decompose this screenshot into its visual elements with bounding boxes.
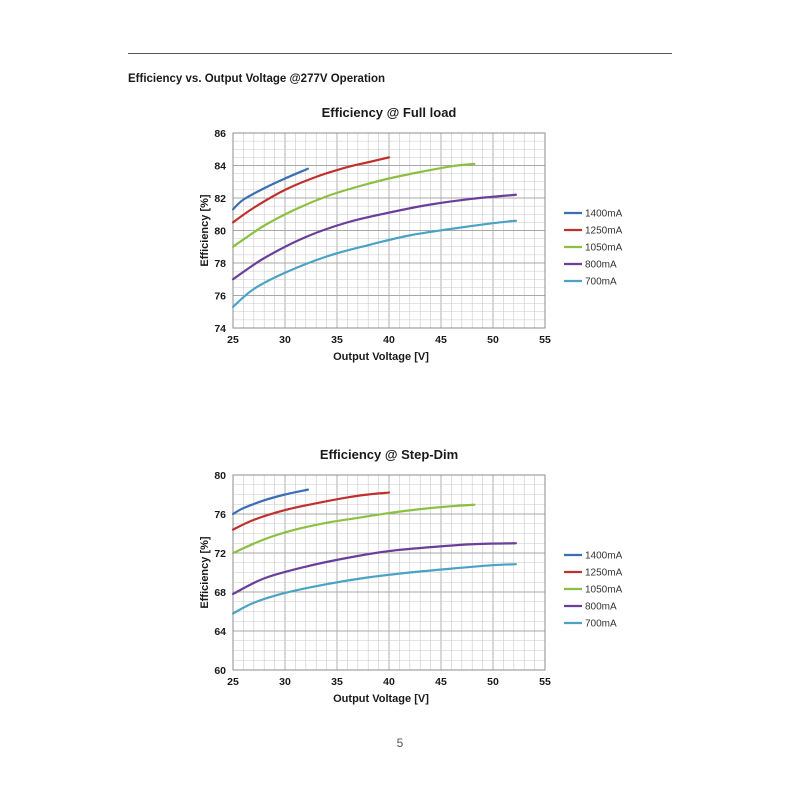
x-tick-label: 55: [539, 676, 551, 688]
y-tick-label: 78: [214, 258, 226, 270]
series-lines: [231, 156, 517, 308]
y-tick-label: 76: [214, 291, 226, 303]
y-tick-label: 80: [214, 226, 226, 238]
legend-label-700mA: 700mA: [585, 619, 617, 630]
series-line-800mA: [231, 542, 517, 596]
y-tick-label: 76: [214, 509, 226, 521]
chart-step-dim-svg: Efficiency @ Step-Dim 25 30 35 40 45 50 55 60 64 6…: [199, 447, 623, 705]
legend-label-1050mA: 1050mA: [585, 585, 623, 596]
x-axis-label: Output Voltage [V]: [333, 693, 429, 705]
y-tick-label: 86: [214, 128, 226, 140]
y-tick-label: 84: [214, 161, 226, 173]
legend-label-1250mA: 1250mA: [585, 568, 623, 579]
x-tick-label: 35: [331, 676, 343, 688]
section-title: Efficiency vs. Output Voltage @277V Oper…: [128, 73, 386, 85]
y-tick-label: 68: [214, 587, 226, 599]
y-tick-label: 82: [214, 193, 226, 205]
y-tick-label: 74: [214, 323, 226, 335]
x-tick-label: 55: [539, 334, 551, 346]
x-axis-label: Output Voltage [V]: [333, 351, 429, 363]
y-tick-label: 80: [214, 470, 226, 482]
x-tick-label: 50: [487, 334, 499, 346]
legend-label-1250mA: 1250mA: [585, 226, 623, 237]
legend-label-800mA: 800mA: [585, 260, 617, 271]
y-tick-label: 72: [214, 548, 226, 560]
x-tick-label: 40: [383, 676, 395, 688]
legend: 1400mA 1250mA 1050mA 800mA 700mA: [564, 551, 623, 630]
x-tick-label: 45: [435, 676, 447, 688]
x-tick-label: 30: [279, 334, 291, 346]
y-tick-label: 60: [214, 665, 226, 677]
x-tick-label: 40: [383, 334, 395, 346]
series-line-700mA: [231, 219, 517, 308]
series-line-1250mA: [231, 491, 391, 531]
x-tick-label: 25: [227, 334, 239, 346]
series-line-1050mA: [231, 162, 476, 248]
legend-label-700mA: 700mA: [585, 277, 617, 288]
y-axis-label: Efficiency [%]: [199, 194, 211, 266]
chart-full-load: Efficiency @ Full load 25 30 35 40 45 50 55 74 76…: [0, 100, 800, 390]
x-tick-label: 45: [435, 334, 447, 346]
x-tick-label: 30: [279, 676, 291, 688]
series-line-1400mA: [231, 167, 309, 211]
y-tick-label: 64: [214, 626, 226, 638]
chart-title: Efficiency @ Full load: [322, 105, 457, 120]
plot-frame: [232, 132, 546, 329]
series-line-1250mA: [231, 156, 391, 224]
plot-frame: [232, 474, 546, 671]
legend-label-800mA: 800mA: [585, 602, 617, 613]
header-divider: [128, 53, 672, 54]
y-axis-label: Efficiency [%]: [199, 536, 211, 608]
x-tick-label: 50: [487, 676, 499, 688]
legend-label-1050mA: 1050mA: [585, 243, 623, 254]
x-tick-label: 25: [227, 676, 239, 688]
legend-label-1400mA: 1400mA: [585, 551, 623, 562]
chart-step-dim: Efficiency @ Step-Dim 25 30 35 40 45 50 55 60 64 6…: [0, 442, 800, 732]
series-line-800mA: [231, 193, 517, 281]
chart-full-load-svg: Efficiency @ Full load 25 30 35 40 45 50 55 74 76…: [199, 105, 623, 363]
series-lines: [231, 488, 517, 615]
x-tick-label: 35: [331, 334, 343, 346]
legend-label-1400mA: 1400mA: [585, 209, 623, 220]
page-number: 5: [396, 736, 404, 750]
series-line-1050mA: [231, 503, 476, 555]
legend: 1400mA 1250mA 1050mA 800mA 700mA: [564, 209, 623, 288]
chart-title: Efficiency @ Step-Dim: [320, 447, 458, 462]
series-line-1400mA: [231, 488, 309, 516]
series-line-700mA: [231, 563, 517, 615]
grid-lines: [233, 133, 545, 328]
